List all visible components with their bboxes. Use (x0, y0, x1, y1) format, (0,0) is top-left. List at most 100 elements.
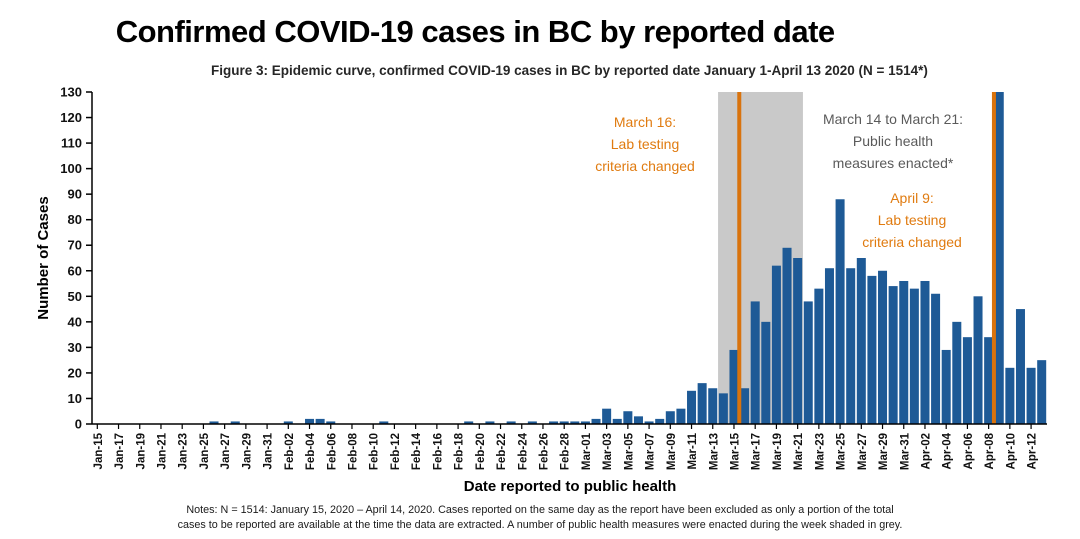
x-tick-label: Jan-31 (263, 432, 275, 469)
bar (846, 268, 856, 424)
bar (559, 421, 569, 424)
bar (305, 418, 315, 424)
x-tick-label: Feb-14 (411, 432, 423, 470)
x-tick-label: Apr-08 (984, 432, 996, 469)
bar (793, 258, 803, 424)
x-tick-label: Mar-27 (857, 433, 869, 470)
bar (485, 421, 495, 424)
bar (697, 383, 707, 424)
x-tick-label: Feb-12 (390, 433, 402, 470)
x-tick-label: Mar-23 (814, 433, 826, 470)
bar (665, 411, 675, 424)
y-tick-label: 20 (68, 365, 82, 380)
bar (591, 418, 601, 424)
notes: Notes: N = 1514: January 15, 2020 – Apri… (0, 503, 1080, 533)
y-tick-label: 30 (68, 340, 82, 355)
bar (1026, 367, 1036, 424)
y-tick-label: 50 (68, 289, 82, 304)
bar (230, 421, 240, 424)
x-tick-label: Mar-19 (772, 433, 784, 470)
x-tick-label: Feb-24 (517, 432, 529, 470)
y-tick-label: 60 (68, 263, 82, 278)
y-tick-label: 110 (61, 136, 82, 151)
x-tick-label: Mar-13 (708, 433, 720, 470)
bar (1005, 367, 1015, 424)
bar (856, 258, 866, 424)
x-tick-label: Jan-17 (114, 433, 126, 469)
x-tick-label: Feb-02 (284, 433, 296, 470)
bar (602, 408, 612, 424)
bar (867, 275, 877, 424)
bar (644, 421, 654, 424)
page-title: Confirmed COVID-19 cases in BC by report… (115, 14, 835, 49)
x-tick-label: Mar-11 (687, 432, 699, 469)
x-tick-label: Mar-09 (666, 433, 678, 470)
bar (909, 288, 919, 424)
x-tick-label: Feb-28 (560, 432, 572, 470)
bar (952, 321, 962, 424)
annotation: March 14 to March 21: Public health measur… (823, 111, 963, 171)
x-tick-label: Mar-01 (581, 432, 593, 470)
bar (464, 421, 474, 424)
x-tick-label: Mar-25 (836, 432, 848, 470)
x-tick-label: Jan-21 (156, 432, 168, 469)
x-tick-label: Jan-23 (178, 433, 190, 469)
y-tick-label: 100 (60, 161, 82, 176)
x-tick-label: Feb-20 (475, 433, 487, 470)
x-tick-label: Feb-26 (538, 433, 550, 470)
bar (633, 416, 643, 424)
bar (315, 418, 325, 424)
bar (729, 349, 739, 424)
x-tick-label: Mar-29 (878, 433, 890, 470)
x-tick-label: Jan-29 (241, 433, 253, 469)
y-tick-label: 80 (68, 212, 82, 227)
x-tick-label: Feb-06 (326, 433, 338, 470)
y-tick-label: 130 (60, 85, 82, 100)
bar (1015, 309, 1025, 424)
bar (782, 247, 792, 424)
plot-area: 0 10 20 30 40 50 60 70 80 90 100 110 120 130 Jan-15 Jan… (60, 85, 1047, 470)
bar (708, 388, 718, 424)
x-tick-label: Mar-31 (899, 432, 911, 470)
x-tick-label: Feb-04 (305, 432, 317, 470)
x-tick-label: Mar-07 (645, 433, 657, 470)
bar (283, 421, 293, 424)
bar (771, 265, 781, 424)
x-tick-label: Feb-10 (369, 433, 381, 470)
bar (612, 418, 622, 424)
x-tick-label: Mar-21 (793, 432, 805, 470)
bar (920, 280, 930, 424)
x-tick-label: Jan-15 (93, 432, 105, 469)
x-tick-label: Mar-03 (602, 433, 614, 470)
bar (740, 388, 750, 424)
bar (549, 421, 559, 424)
bar (379, 421, 389, 424)
y-tick-label: 0 (75, 417, 82, 432)
x-tick-label: Mar-15 (729, 432, 741, 470)
bar (835, 199, 845, 424)
bar (973, 296, 983, 424)
bar (994, 92, 1004, 424)
x-tick-label: Jan-19 (135, 433, 147, 469)
x-tick-label: Apr-06 (963, 433, 975, 469)
bar (899, 280, 909, 424)
figure-caption: Figure 3: Epidemic curve, confirmed COVI… (211, 63, 928, 78)
y-axis-label: Number of Cases (35, 196, 52, 319)
bar (824, 268, 834, 424)
bar (750, 301, 760, 424)
bar (580, 421, 590, 424)
x-tick-label: Feb-08 (347, 432, 359, 470)
x-tick-label: Apr-10 (1005, 433, 1017, 469)
bar (655, 418, 665, 424)
bar (803, 301, 813, 424)
bar (570, 421, 580, 424)
y-tick-label: 90 (68, 187, 82, 202)
bar (814, 288, 824, 424)
bar (941, 349, 951, 424)
bar (527, 421, 537, 424)
x-tick-label: Apr-02 (920, 433, 932, 469)
bar (209, 421, 219, 424)
bar (984, 337, 994, 424)
